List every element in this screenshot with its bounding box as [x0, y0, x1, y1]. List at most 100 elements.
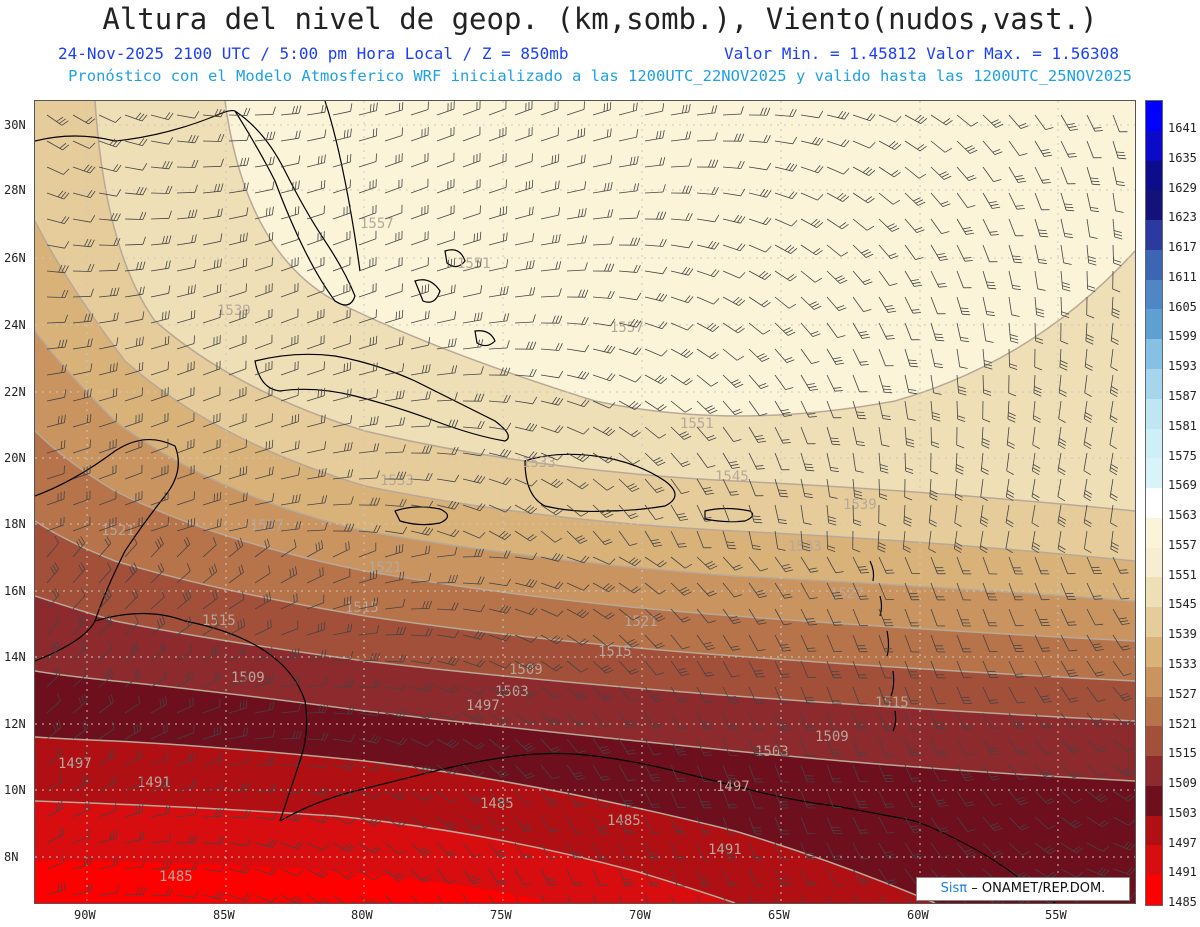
wind-barb-feather — [1072, 749, 1081, 754]
wind-barb-feather — [90, 338, 93, 347]
wind-barb — [1060, 166, 1068, 184]
wind-barb-feather — [756, 702, 765, 704]
wind-barb-feather — [740, 106, 744, 115]
wind-barb-feather — [680, 700, 689, 703]
wind-barb-feather — [1046, 847, 1054, 853]
wind-barb — [124, 784, 142, 792]
wind-barb — [566, 269, 586, 272]
lon-label: 55W — [1045, 908, 1067, 922]
wind-barb — [852, 140, 870, 149]
wind-barb-feather — [603, 751, 612, 755]
wind-barb-feather — [294, 441, 297, 450]
wind-barb-feather — [710, 241, 717, 249]
wind-barb — [72, 140, 90, 149]
wind-barb-feather — [1042, 770, 1051, 775]
wind-barb-feather — [730, 701, 740, 704]
wind-barb-feather — [965, 753, 974, 756]
wind-barb — [540, 894, 546, 903]
wind-barb-feather — [886, 854, 895, 857]
lon-label: 75W — [490, 908, 512, 922]
wind-barb — [72, 754, 89, 766]
wind-barb — [852, 842, 862, 860]
wind-barb-feather — [501, 800, 509, 805]
wind-barb — [800, 660, 809, 678]
wind-barb — [748, 166, 767, 171]
map-panel[interactable]: 1557 1551 1539 1557 1551 1545 1539 1533 … — [34, 100, 1136, 904]
wind-barb-feather — [573, 881, 582, 883]
wind-barb-feather — [558, 234, 561, 243]
wind-barb-feather — [940, 258, 949, 261]
wind-barb — [826, 712, 834, 731]
wind-barb-feather — [524, 856, 533, 859]
wind-barb-feather — [495, 850, 504, 853]
wind-barb-feather — [264, 540, 268, 549]
wind-barb-feather — [632, 319, 639, 327]
wind-barb-feather — [706, 492, 715, 495]
wind-barb-feather — [804, 493, 813, 495]
wind-barb-feather — [558, 398, 564, 406]
wind-barb-feather — [295, 730, 299, 739]
wind-barb-feather — [731, 379, 739, 384]
wind-barb-feather — [992, 149, 1001, 153]
wind-barb-feather — [1110, 415, 1118, 420]
wind-barb — [1084, 374, 1088, 393]
wind-barb-feather — [1094, 646, 1103, 649]
wind-barb-feather — [219, 725, 222, 734]
wind-barb-feather — [989, 699, 998, 701]
wind-barb-feather — [584, 372, 590, 380]
wind-barb-feather — [605, 696, 613, 701]
wind-barb-feather — [580, 399, 587, 406]
wind-barb — [774, 608, 785, 625]
wind-barb-feather — [811, 303, 820, 308]
wind-barb-feather — [272, 493, 275, 502]
wind-barb-feather — [933, 392, 942, 395]
contour-label: 1527 — [830, 586, 864, 602]
wind-barb-feather — [655, 517, 664, 520]
wind-barb-feather — [1068, 697, 1077, 700]
wind-barb-feather — [505, 478, 512, 485]
wind-barb-feather — [550, 746, 559, 751]
wind-barb-feather — [732, 296, 740, 303]
wind-barb-feather — [935, 336, 944, 339]
wind-barb-feather — [1006, 470, 1014, 475]
wind-barb-feather — [557, 426, 564, 433]
wind-barb-feather — [1083, 470, 1092, 476]
wind-barb-feather — [1125, 793, 1133, 800]
wind-barb-feather — [1074, 799, 1082, 804]
wind-barb-feather — [267, 620, 269, 629]
wind-barb-feather — [398, 102, 401, 111]
wind-barb-feather — [107, 669, 111, 678]
wind-barb-feather — [217, 754, 220, 763]
wind-barb-feather — [142, 859, 146, 867]
wind-barb-feather — [863, 251, 872, 256]
wind-barb-feather — [938, 286, 947, 288]
wind-barb-feather — [730, 463, 739, 467]
wind-barb-feather — [289, 569, 292, 578]
wind-barb — [306, 448, 325, 454]
wind-barb — [98, 192, 117, 197]
wind-barb-feather — [473, 881, 482, 885]
wind-barb-feather — [133, 562, 138, 571]
wind-barb-feather — [220, 753, 223, 762]
wind-barb-feather — [929, 522, 937, 527]
wind-barb-feather — [496, 879, 505, 882]
wind-barb-feather — [1012, 285, 1021, 287]
wind-barb — [878, 894, 886, 903]
wind-barb-feather — [632, 615, 641, 621]
wind-barb-feather — [994, 827, 1003, 832]
wind-barb-feather — [447, 500, 454, 508]
wind-barb — [254, 113, 274, 116]
lat-label: 14N — [4, 650, 26, 664]
wind-barb-feather — [506, 286, 509, 295]
wind-barb-feather — [1095, 649, 1104, 651]
wind-barb — [930, 842, 942, 858]
wind-barb-feather — [988, 747, 997, 750]
wind-barb-feather — [343, 130, 346, 139]
wind-barb-feather — [685, 104, 688, 113]
wind-barb-feather — [656, 211, 660, 220]
wind-barb-feather — [1111, 311, 1120, 316]
wind-barb-feather — [113, 213, 118, 221]
wind-barb — [358, 396, 377, 402]
wind-barb-feather — [575, 691, 583, 696]
wind-barb-feather — [324, 732, 329, 741]
